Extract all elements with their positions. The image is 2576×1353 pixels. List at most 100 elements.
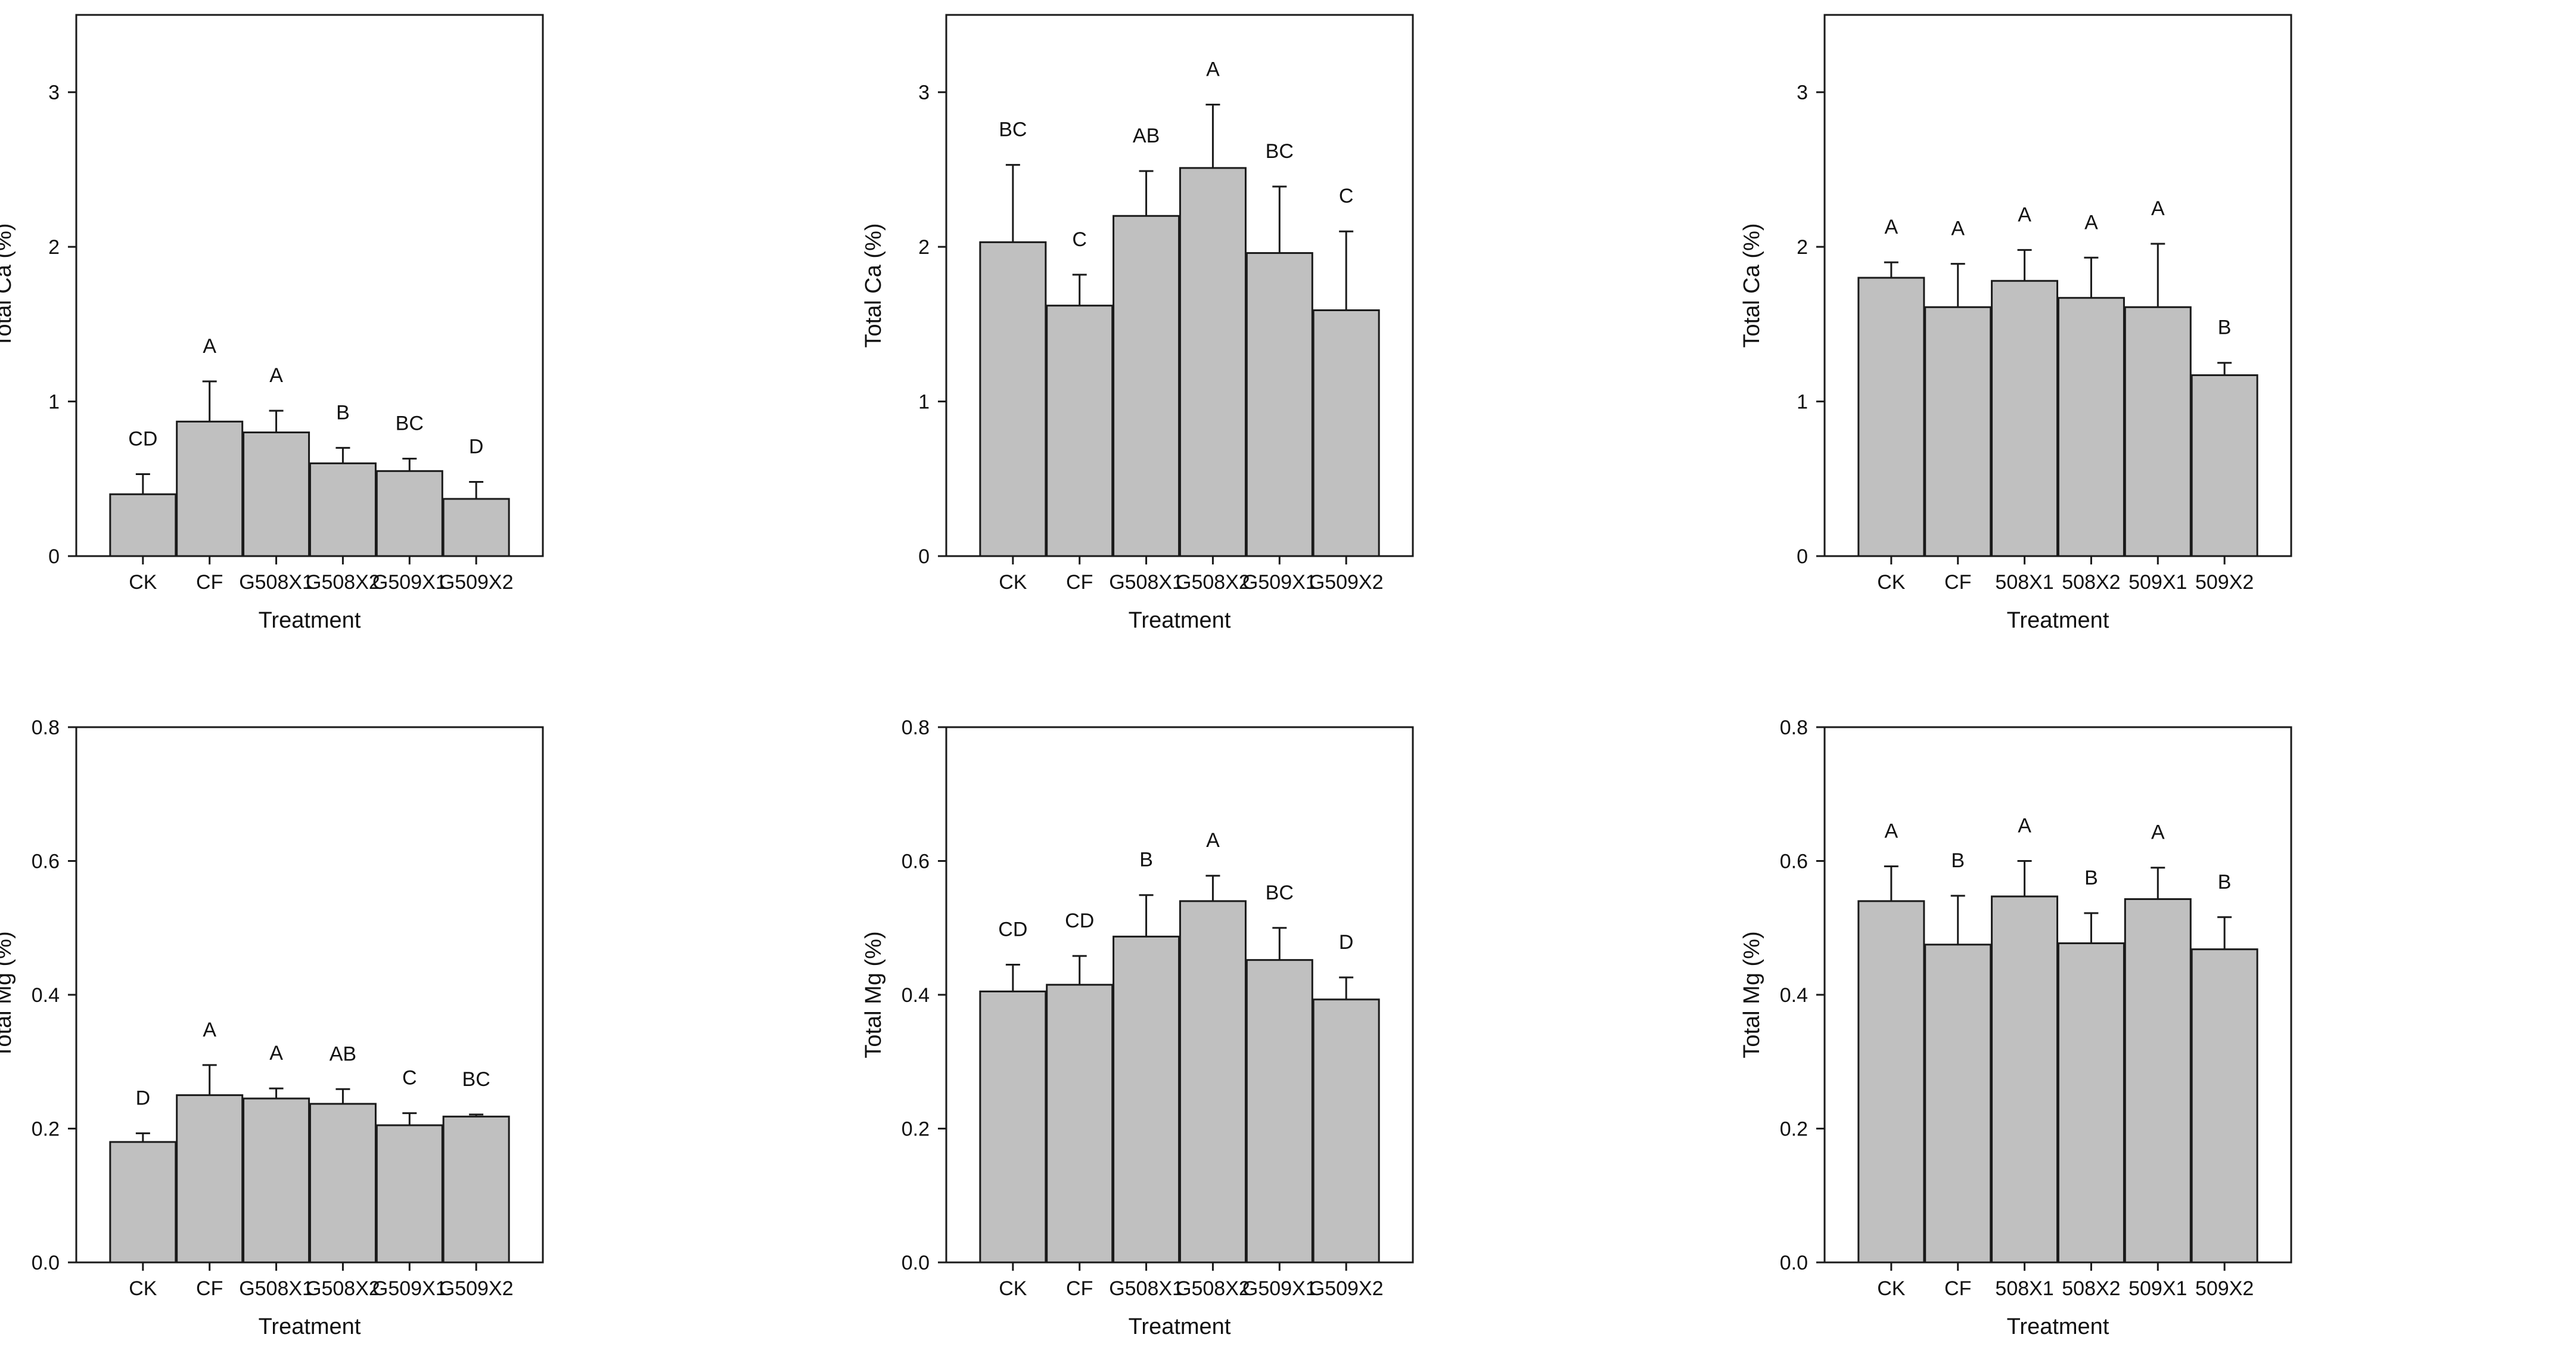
significance-letter: BC xyxy=(1266,140,1294,163)
significance-letter: A xyxy=(2151,197,2165,220)
y-tick-label: 2 xyxy=(918,236,930,259)
x-axis-label: Treatment xyxy=(1129,1314,1231,1339)
bar-g509x2 xyxy=(442,1115,510,1264)
bar-cf xyxy=(176,1094,244,1264)
bar-cf xyxy=(1046,305,1114,557)
x-tick-label: CK xyxy=(129,1277,157,1300)
y-tick-label: 1 xyxy=(918,390,930,413)
x-tick-label: G508X1 xyxy=(239,1277,313,1300)
y-tick-label: 2 xyxy=(48,236,60,259)
y-tick-label: 0 xyxy=(1797,545,1808,568)
y-tick-label: 0 xyxy=(48,545,60,568)
bar-509x2 xyxy=(2190,374,2258,557)
significance-letter: A xyxy=(1206,58,1220,80)
bar-g509x2 xyxy=(442,498,510,557)
x-tick-label: 509X1 xyxy=(2128,1277,2187,1300)
bar-508x1 xyxy=(1991,895,2059,1264)
x-axis-label: Treatment xyxy=(259,1314,361,1339)
y-tick-label: 0.8 xyxy=(902,716,930,739)
significance-letter: B xyxy=(1139,849,1153,871)
bar-g509x1 xyxy=(1245,959,1313,1264)
y-tick-label: 0.0 xyxy=(1780,1252,1808,1274)
bar-ck xyxy=(1857,900,1925,1264)
significance-letter: B xyxy=(2218,316,2232,339)
x-tick-label: G509X2 xyxy=(1309,1277,1384,1300)
significance-letter: BC xyxy=(1266,882,1294,904)
x-tick-label: G509X2 xyxy=(1309,571,1384,594)
x-tick-label: G509X2 xyxy=(439,1277,514,1300)
bar-g509x1 xyxy=(375,470,443,557)
y-axis-label: Total Ca (%) xyxy=(1739,223,1764,347)
bar-g508x1 xyxy=(1113,215,1180,557)
y-tick-label: 0.8 xyxy=(32,716,60,739)
y-axis-label: Total Mg (%) xyxy=(1739,931,1764,1058)
x-tick-label: CK xyxy=(999,571,1027,594)
significance-letter: BC xyxy=(462,1068,490,1091)
x-axis-label: Treatment xyxy=(2007,1314,2109,1339)
significance-letter: A xyxy=(203,1019,216,1041)
significance-letter: B xyxy=(336,401,350,424)
x-tick-label: G508X1 xyxy=(1109,1277,1183,1300)
bar-g508x1 xyxy=(243,1097,310,1264)
x-tick-label: CF xyxy=(196,1277,223,1300)
bar-509x1 xyxy=(2124,898,2192,1264)
significance-letter: A xyxy=(1206,829,1220,852)
x-tick-label: CF xyxy=(196,571,223,594)
bar-ck xyxy=(979,241,1047,557)
x-tick-label: G508X2 xyxy=(306,1277,380,1300)
x-tick-label: 509X2 xyxy=(2195,571,2254,594)
y-tick-label: 0.6 xyxy=(1780,850,1808,873)
x-tick-label: 508X2 xyxy=(2062,1277,2120,1300)
x-tick-label: G509X2 xyxy=(439,571,514,594)
bar-g508x2 xyxy=(1179,900,1247,1264)
x-tick-label: CK xyxy=(1877,571,1906,594)
y-axis-label: Total Ca (%) xyxy=(861,223,886,347)
significance-letter: A xyxy=(2084,211,2098,234)
x-tick-label: 508X2 xyxy=(2062,571,2120,594)
x-axis-label: Treatment xyxy=(1129,608,1231,633)
y-tick-label: 0 xyxy=(918,545,930,568)
significance-letter: D xyxy=(1339,931,1354,954)
y-tick-label: 0.4 xyxy=(32,984,60,1007)
x-tick-label: CK xyxy=(999,1277,1027,1300)
y-tick-label: 0.2 xyxy=(1780,1118,1808,1140)
x-tick-label: G508X2 xyxy=(1176,1277,1250,1300)
significance-letter: A xyxy=(1885,216,1898,238)
significance-letter: AB xyxy=(1133,125,1160,147)
bar-g508x1 xyxy=(1113,935,1180,1264)
bar-cf xyxy=(1924,306,1992,557)
y-tick-label: 3 xyxy=(918,82,930,104)
y-axis-label: Total Ca (%) xyxy=(0,223,16,347)
x-tick-label: G508X2 xyxy=(306,571,380,594)
significance-letter: CD xyxy=(128,428,157,451)
chart-mg-2: 0.0 0.2 0.4 0.6 0.8 Total Mg (%) CD CK CD CF B G508… xyxy=(861,716,1414,1339)
x-tick-label: G509X1 xyxy=(1242,571,1317,594)
significance-letter: BC xyxy=(999,119,1027,141)
x-tick-label: CK xyxy=(129,571,157,594)
y-axis-label: Total Mg (%) xyxy=(0,931,16,1058)
bar-g509x2 xyxy=(1312,998,1380,1264)
bar-ck xyxy=(109,1141,177,1264)
x-tick-label: 509X2 xyxy=(2195,1277,2254,1300)
y-tick-label: 0.0 xyxy=(902,1252,930,1274)
x-tick-label: G508X1 xyxy=(239,571,313,594)
significance-letter: CD xyxy=(1065,910,1094,932)
bar-509x1 xyxy=(2124,306,2192,557)
significance-letter: D xyxy=(469,435,484,458)
bar-cf xyxy=(1046,983,1114,1264)
significance-letter: CD xyxy=(998,918,1027,941)
bar-g508x2 xyxy=(309,1103,377,1264)
significance-letter: C xyxy=(1072,228,1087,251)
significance-letter: C xyxy=(1339,185,1354,207)
y-tick-label: 3 xyxy=(48,82,60,104)
y-tick-label: 0.6 xyxy=(32,850,60,873)
y-tick-label: 0.2 xyxy=(902,1118,930,1140)
bar-g509x2 xyxy=(1312,309,1380,557)
significance-letter: A xyxy=(269,1042,283,1065)
y-axis-label: Total Mg (%) xyxy=(861,931,886,1058)
chart-ca-2: 0 1 2 3 Total Ca (%) BC CK C CF AB G508X1 A G508X2 BC… xyxy=(861,14,1414,633)
x-tick-label: CF xyxy=(1944,571,1971,594)
y-tick-label: 1 xyxy=(48,390,60,413)
x-tick-label: CF xyxy=(1066,571,1093,594)
